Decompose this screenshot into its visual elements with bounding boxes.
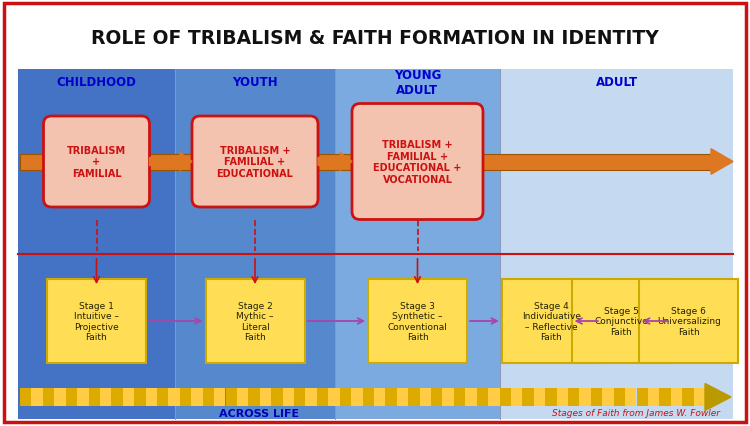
FancyBboxPatch shape (191, 388, 202, 406)
FancyBboxPatch shape (602, 388, 613, 406)
Text: YOUTH: YOUTH (232, 76, 278, 89)
FancyBboxPatch shape (32, 388, 43, 406)
FancyBboxPatch shape (237, 388, 248, 406)
FancyBboxPatch shape (580, 388, 591, 406)
FancyBboxPatch shape (328, 388, 340, 406)
FancyBboxPatch shape (572, 279, 670, 363)
FancyBboxPatch shape (534, 388, 545, 406)
FancyBboxPatch shape (88, 388, 100, 406)
Text: Stage 2
Mythic –
Literal
Faith: Stage 2 Mythic – Literal Faith (236, 301, 274, 341)
Text: TRIBALISM
+
FAMILIAL: TRIBALISM + FAMILIAL (67, 146, 126, 178)
FancyBboxPatch shape (625, 388, 637, 406)
FancyBboxPatch shape (283, 388, 294, 406)
FancyBboxPatch shape (206, 279, 304, 363)
FancyBboxPatch shape (180, 388, 191, 406)
Text: Stage 3
Synthetic –
Conventional
Faith: Stage 3 Synthetic – Conventional Faith (388, 301, 448, 341)
Text: Stage 4
Individuative
– Reflective
Faith: Stage 4 Individuative – Reflective Faith (522, 301, 580, 341)
FancyBboxPatch shape (522, 388, 534, 406)
FancyBboxPatch shape (648, 388, 659, 406)
FancyBboxPatch shape (374, 388, 386, 406)
Polygon shape (711, 150, 733, 175)
FancyBboxPatch shape (340, 388, 351, 406)
FancyBboxPatch shape (694, 388, 705, 406)
FancyBboxPatch shape (465, 388, 477, 406)
FancyBboxPatch shape (66, 388, 77, 406)
Polygon shape (318, 153, 352, 171)
FancyBboxPatch shape (100, 388, 111, 406)
FancyBboxPatch shape (431, 388, 442, 406)
FancyBboxPatch shape (294, 388, 305, 406)
FancyBboxPatch shape (511, 388, 522, 406)
FancyBboxPatch shape (488, 388, 500, 406)
FancyBboxPatch shape (77, 388, 88, 406)
FancyBboxPatch shape (500, 388, 511, 406)
FancyBboxPatch shape (226, 388, 237, 406)
FancyBboxPatch shape (368, 279, 467, 363)
FancyBboxPatch shape (305, 388, 316, 406)
FancyBboxPatch shape (4, 4, 746, 422)
FancyBboxPatch shape (500, 70, 733, 419)
FancyBboxPatch shape (502, 279, 601, 363)
FancyBboxPatch shape (637, 388, 648, 406)
FancyBboxPatch shape (335, 70, 500, 419)
FancyBboxPatch shape (157, 388, 169, 406)
Text: ROLE OF TRIBALISM & FAITH FORMATION IN IDENTITY: ROLE OF TRIBALISM & FAITH FORMATION IN I… (92, 29, 658, 47)
FancyBboxPatch shape (397, 388, 408, 406)
FancyBboxPatch shape (20, 388, 32, 406)
FancyBboxPatch shape (18, 70, 175, 419)
Polygon shape (149, 153, 192, 171)
Text: ACROSS LIFE: ACROSS LIFE (219, 408, 299, 418)
FancyBboxPatch shape (614, 388, 625, 406)
FancyBboxPatch shape (316, 388, 328, 406)
FancyBboxPatch shape (123, 388, 134, 406)
Text: Stage 6
Universalizing
Faith: Stage 6 Universalizing Faith (657, 306, 721, 336)
FancyBboxPatch shape (670, 388, 682, 406)
FancyBboxPatch shape (44, 117, 149, 207)
FancyBboxPatch shape (639, 279, 738, 363)
Text: TRIBALISM +
FAMILIAL +
EDUCATIONAL +
VOCATIONAL: TRIBALISM + FAMILIAL + EDUCATIONAL + VOC… (374, 140, 462, 184)
FancyBboxPatch shape (146, 388, 157, 406)
FancyBboxPatch shape (408, 388, 419, 406)
FancyBboxPatch shape (568, 388, 580, 406)
Text: TRIBALISM +
FAMILIAL +
EDUCATIONAL: TRIBALISM + FAMILIAL + EDUCATIONAL (217, 146, 293, 178)
FancyBboxPatch shape (111, 388, 123, 406)
FancyBboxPatch shape (134, 388, 146, 406)
FancyBboxPatch shape (454, 388, 465, 406)
FancyBboxPatch shape (659, 388, 670, 406)
FancyBboxPatch shape (248, 388, 259, 406)
FancyBboxPatch shape (352, 104, 483, 220)
FancyBboxPatch shape (386, 388, 397, 406)
FancyBboxPatch shape (351, 388, 362, 406)
FancyBboxPatch shape (20, 154, 711, 170)
FancyBboxPatch shape (54, 388, 66, 406)
FancyBboxPatch shape (169, 388, 180, 406)
FancyBboxPatch shape (214, 388, 226, 406)
Polygon shape (705, 383, 731, 411)
FancyBboxPatch shape (260, 388, 272, 406)
FancyBboxPatch shape (556, 388, 568, 406)
FancyBboxPatch shape (47, 279, 146, 363)
Text: YOUNG
ADULT: YOUNG ADULT (394, 69, 441, 97)
Text: Stages of Faith from James W. Fowler: Stages of Faith from James W. Fowler (553, 409, 721, 417)
FancyBboxPatch shape (202, 388, 214, 406)
FancyBboxPatch shape (682, 388, 694, 406)
FancyBboxPatch shape (192, 117, 318, 207)
FancyBboxPatch shape (442, 388, 454, 406)
FancyBboxPatch shape (43, 388, 54, 406)
Text: Stage 1
Intuitive –
Projective
Faith: Stage 1 Intuitive – Projective Faith (74, 301, 119, 341)
FancyBboxPatch shape (272, 388, 283, 406)
FancyBboxPatch shape (175, 70, 335, 419)
FancyBboxPatch shape (362, 388, 374, 406)
FancyBboxPatch shape (591, 388, 602, 406)
FancyBboxPatch shape (545, 388, 556, 406)
Text: Stage 5
Conjunctive
Faith: Stage 5 Conjunctive Faith (594, 306, 648, 336)
FancyBboxPatch shape (419, 388, 431, 406)
FancyBboxPatch shape (477, 388, 488, 406)
Text: CHILDHOOD: CHILDHOOD (56, 76, 136, 89)
Text: ADULT: ADULT (596, 76, 638, 89)
